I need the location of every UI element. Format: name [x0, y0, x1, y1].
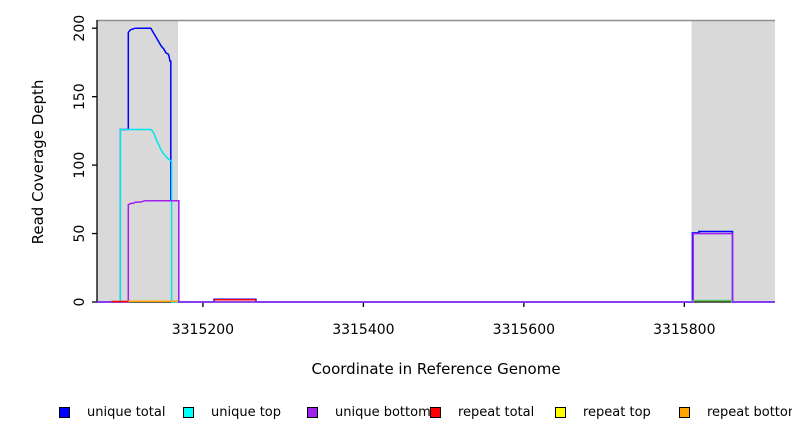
legend-item-label: unique total — [87, 404, 166, 420]
legend-swatch-icon — [59, 406, 70, 418]
y-tick-label: 150 — [72, 83, 88, 110]
legend-item-label: repeat bottom — [707, 404, 792, 420]
legend-swatch-icon — [679, 406, 690, 418]
legend-swatch-icon — [430, 406, 441, 418]
legend-item-label: repeat total — [458, 404, 535, 420]
x-tick-label: 3315200 — [172, 322, 234, 338]
series-line-unique-top — [97, 128, 775, 303]
legend-item-repeat-top: repeat top — [555, 404, 651, 420]
series-line-unique-bottom — [97, 199, 775, 303]
x-tick-label: 3315400 — [332, 322, 394, 338]
legend-swatch-icon — [183, 406, 194, 418]
highlight-region — [97, 20, 179, 302]
y-axis-title: Read Coverage Depth — [29, 79, 47, 245]
legend-item-unique-total: unique total — [59, 404, 165, 420]
x-tick-label: 3315600 — [493, 322, 555, 338]
x-tick-label: 3315800 — [653, 322, 715, 338]
x-axis-title: Coordinate in Reference Genome — [311, 360, 561, 378]
legend-item-unique-top: unique top — [183, 404, 281, 420]
highlight-region — [691, 20, 775, 302]
legend-item-label: repeat top — [583, 404, 651, 420]
y-tick-label: 200 — [72, 15, 88, 42]
legend-item-label: unique bottom — [335, 404, 431, 420]
plot-area: 3315200 3315400 3315600 3315800 0 50 100 150 200 — [72, 15, 775, 338]
legend-item-label: unique top — [211, 404, 282, 420]
y-tick-label: 100 — [72, 152, 88, 179]
legend-item-repeat-bottom: repeat bottom — [679, 404, 792, 420]
legend-item-repeat-total: repeat total — [430, 404, 534, 420]
legend-swatch-icon — [555, 406, 566, 418]
legend-item-unique-bottom: unique bottom — [307, 404, 431, 420]
legend-swatch-icon — [307, 406, 318, 418]
y-tick-label: 50 — [72, 225, 88, 243]
y-tick-label: 0 — [72, 298, 88, 307]
series-line-unique-total — [97, 27, 775, 303]
